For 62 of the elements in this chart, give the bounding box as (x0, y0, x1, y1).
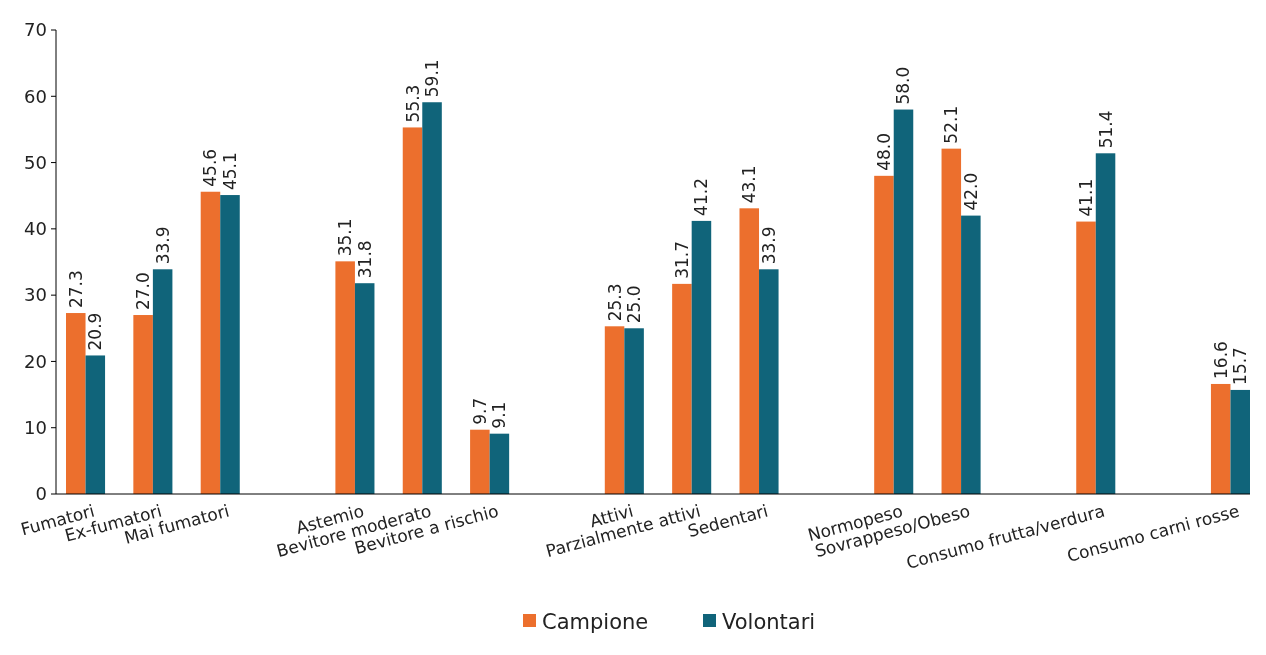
bar (961, 215, 981, 494)
data-label: 41.1 (1076, 178, 1096, 217)
legend-label: Volontari (722, 610, 816, 635)
bar (874, 175, 894, 494)
data-label: 35.1 (335, 218, 356, 257)
data-label: 48.0 (873, 132, 894, 171)
data-label: 42.0 (960, 172, 981, 211)
data-label: 43.1 (739, 165, 760, 204)
bar (422, 102, 442, 494)
bar (133, 315, 153, 494)
data-label: 25.0 (624, 285, 645, 324)
bar (220, 195, 240, 494)
bar (624, 328, 644, 494)
legend-label: Campione (542, 610, 649, 635)
bar (893, 109, 914, 494)
bar (152, 269, 173, 494)
bar (1076, 221, 1096, 494)
data-label: 33.9 (758, 226, 779, 265)
bar (1230, 389, 1250, 494)
data-label: 27.0 (133, 272, 154, 311)
data-label: 45.6 (200, 148, 221, 187)
bar (759, 269, 779, 494)
y-tick-label: 70 (24, 19, 47, 41)
bar (672, 283, 692, 494)
data-label: 9.7 (469, 397, 490, 425)
data-label: 15.7 (1230, 347, 1251, 385)
bar (85, 355, 106, 494)
bar (604, 326, 625, 494)
bar (739, 208, 760, 494)
bar (354, 283, 375, 494)
bar (691, 220, 712, 494)
data-label: 52.1 (941, 105, 962, 144)
y-tick-label: 30 (24, 284, 47, 306)
bar (335, 261, 355, 494)
bar (66, 313, 86, 494)
y-tick-label: 50 (24, 151, 47, 173)
bar (1095, 153, 1116, 494)
data-label: 27.3 (65, 270, 86, 309)
y-tick-label: 40 (24, 218, 47, 240)
bar (941, 148, 962, 494)
bar (489, 433, 510, 494)
data-label: 55.3 (402, 84, 423, 123)
data-label: 33.9 (152, 226, 173, 265)
data-label: 51.4 (1095, 110, 1116, 149)
data-label: 58.0 (893, 66, 914, 105)
y-tick-label: 20 (24, 350, 47, 372)
bar (200, 191, 221, 494)
data-label: 59.1 (422, 59, 443, 98)
bar (470, 429, 490, 494)
data-label: 9.1 (489, 401, 510, 429)
bar (402, 127, 423, 494)
y-tick-label: 60 (24, 85, 47, 107)
data-label: 41.2 (691, 178, 712, 216)
bar (1210, 383, 1231, 494)
y-tick-label: 10 (24, 417, 47, 439)
data-label: 45.1 (220, 152, 240, 191)
y-tick-label: 0 (35, 483, 47, 505)
data-label: 31.8 (354, 240, 375, 279)
data-label: 20.9 (85, 312, 106, 351)
data-label: 25.3 (604, 283, 625, 322)
data-label: 16.6 (1210, 341, 1231, 379)
data-label: 31.7 (671, 241, 692, 279)
